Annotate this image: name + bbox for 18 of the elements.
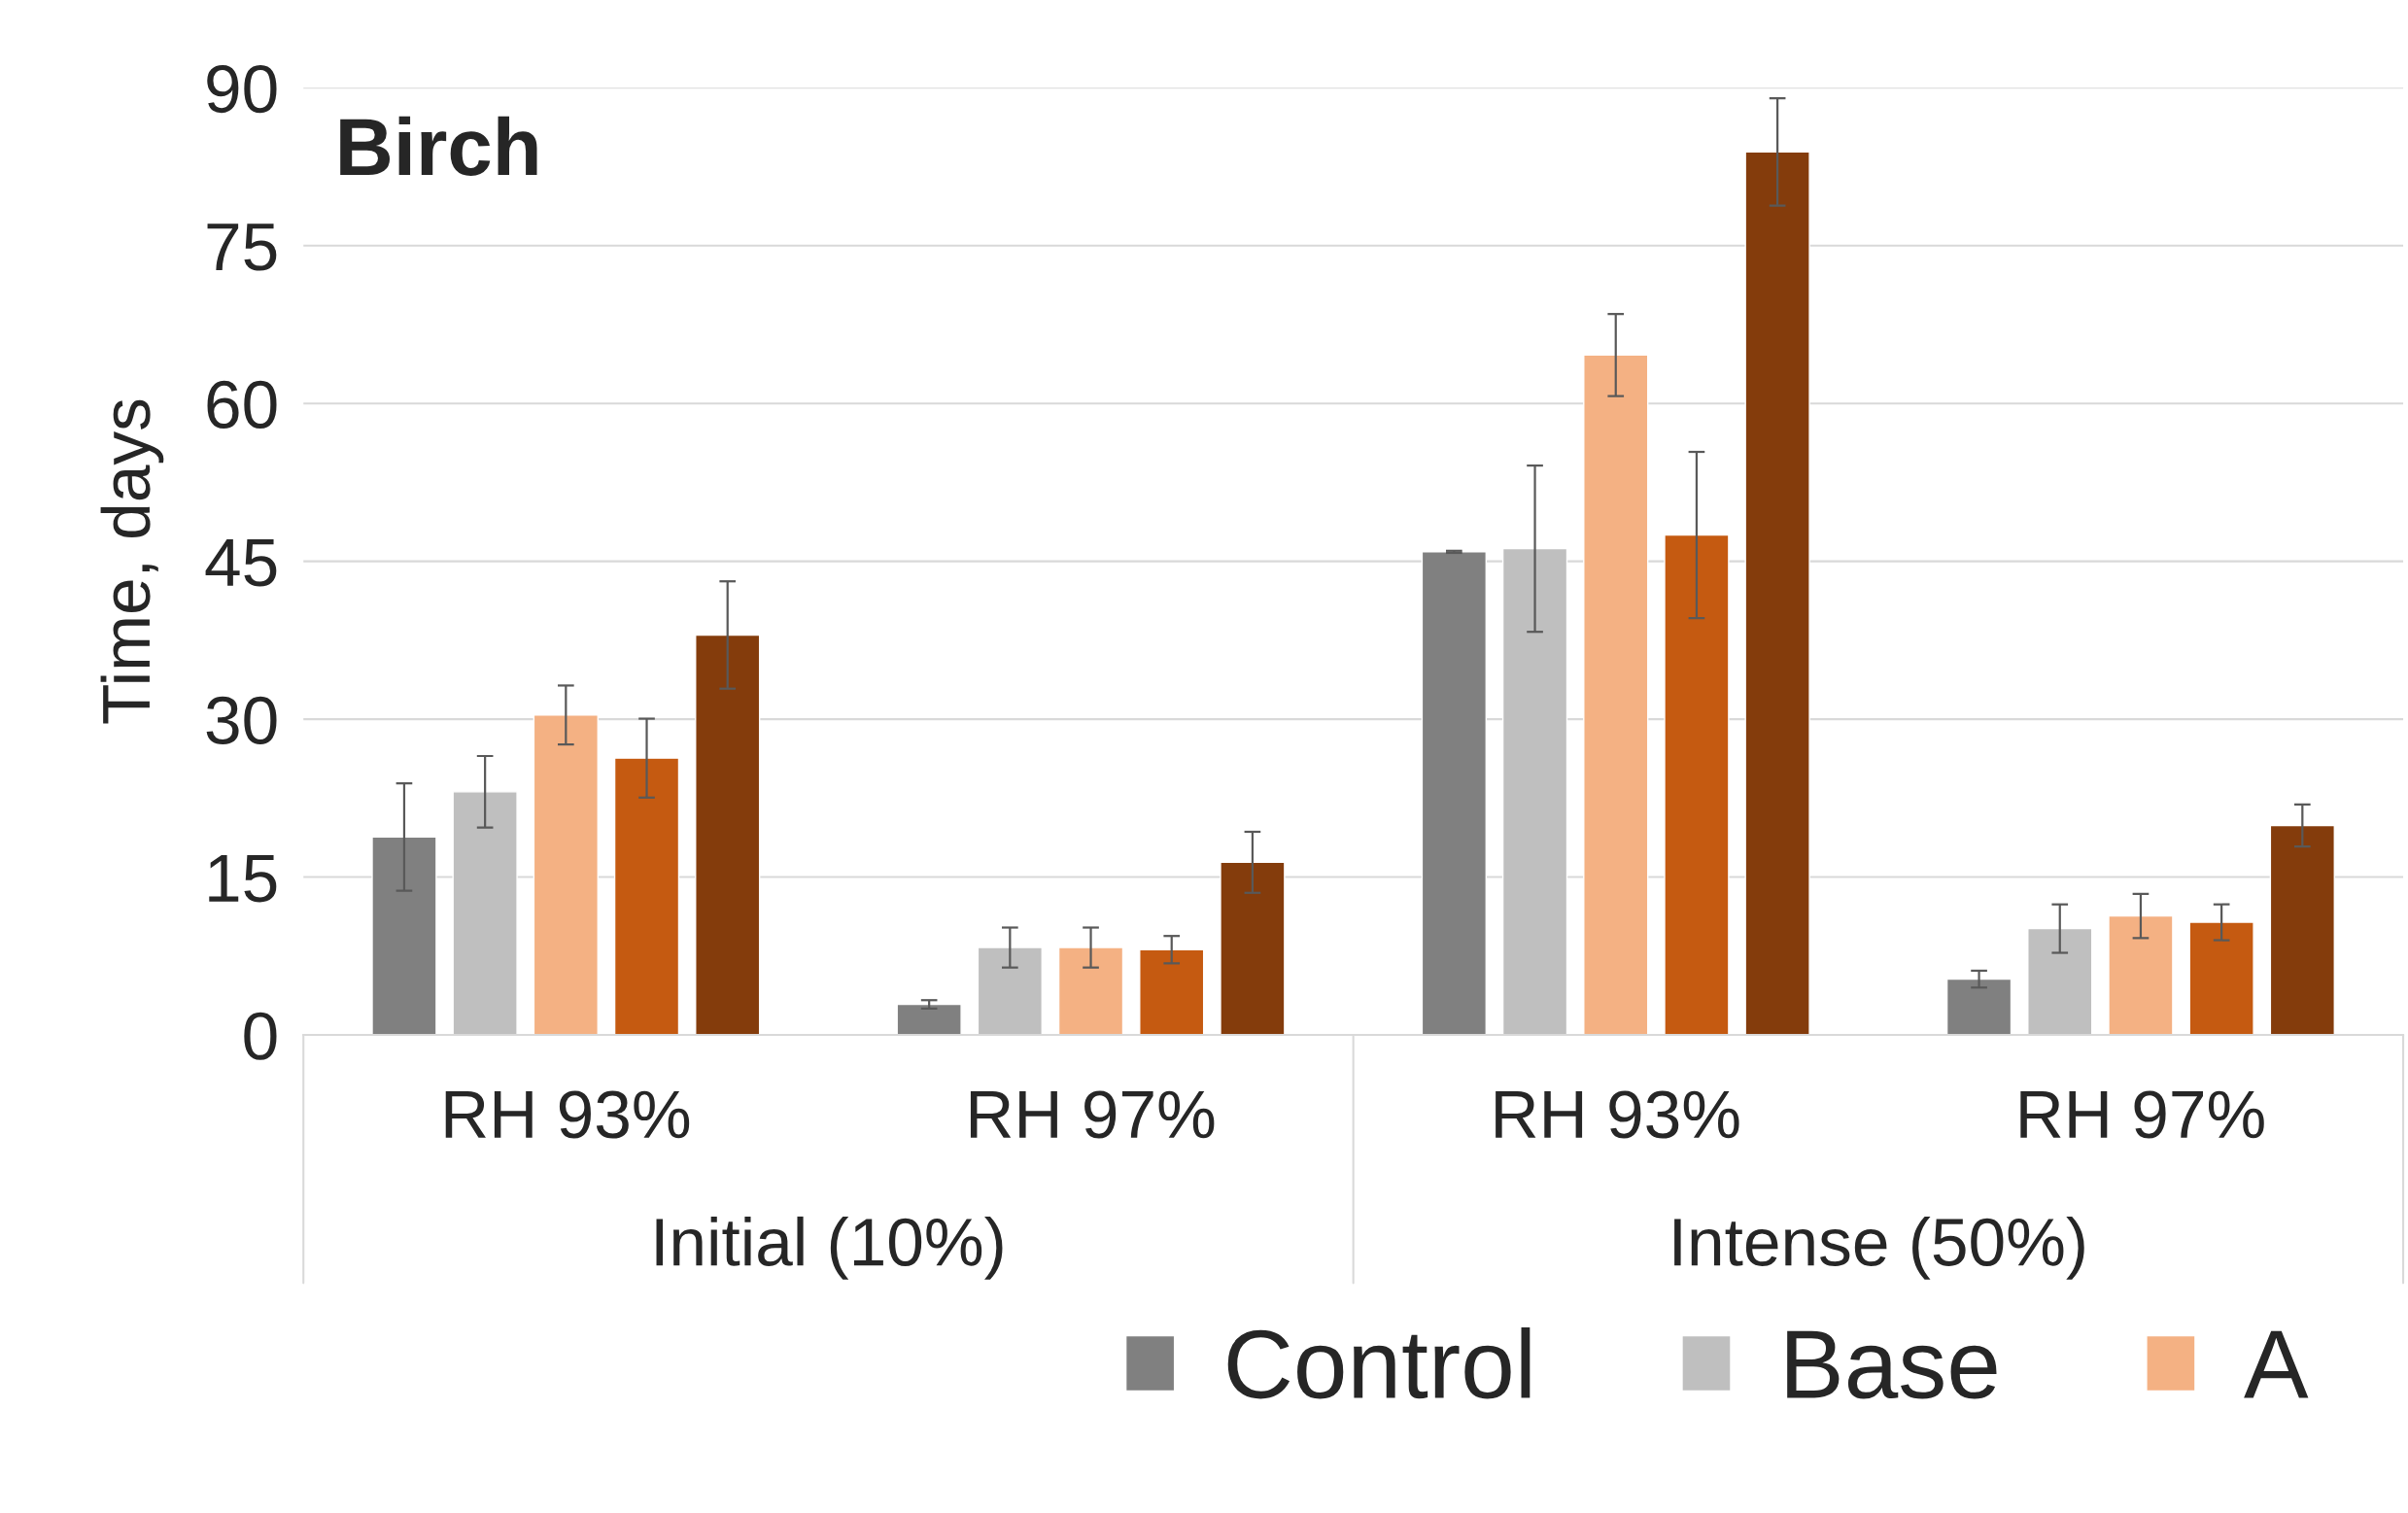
y-tick-label: 90 xyxy=(207,64,277,114)
y-tick-label: 0 xyxy=(244,1012,277,1060)
chart-title: Birch xyxy=(340,116,537,176)
x-tick-label: RH 97% xyxy=(2020,1090,2264,1139)
text: Intense (50%) xyxy=(1674,1216,2084,1280)
y-tick-label: 75 xyxy=(207,224,277,271)
legend-label: A xyxy=(2244,1330,2309,1398)
text: Initial (10%) xyxy=(656,1216,1003,1280)
legend-label: Control xyxy=(1227,1327,1531,1399)
x-tick-label: RH 93% xyxy=(1496,1090,1739,1139)
y-tick-label: 15 xyxy=(209,854,277,903)
legend-label: Base xyxy=(1787,1330,1997,1399)
y-tick-label: 60 xyxy=(207,380,277,430)
y-tick-label: 45 xyxy=(205,539,277,587)
x-tick-label: RH 93% xyxy=(445,1090,690,1139)
y-axis-title: Time, days xyxy=(100,399,164,724)
x-tick-label: RH 97% xyxy=(970,1090,1215,1139)
y-tick-label: 30 xyxy=(206,696,277,744)
